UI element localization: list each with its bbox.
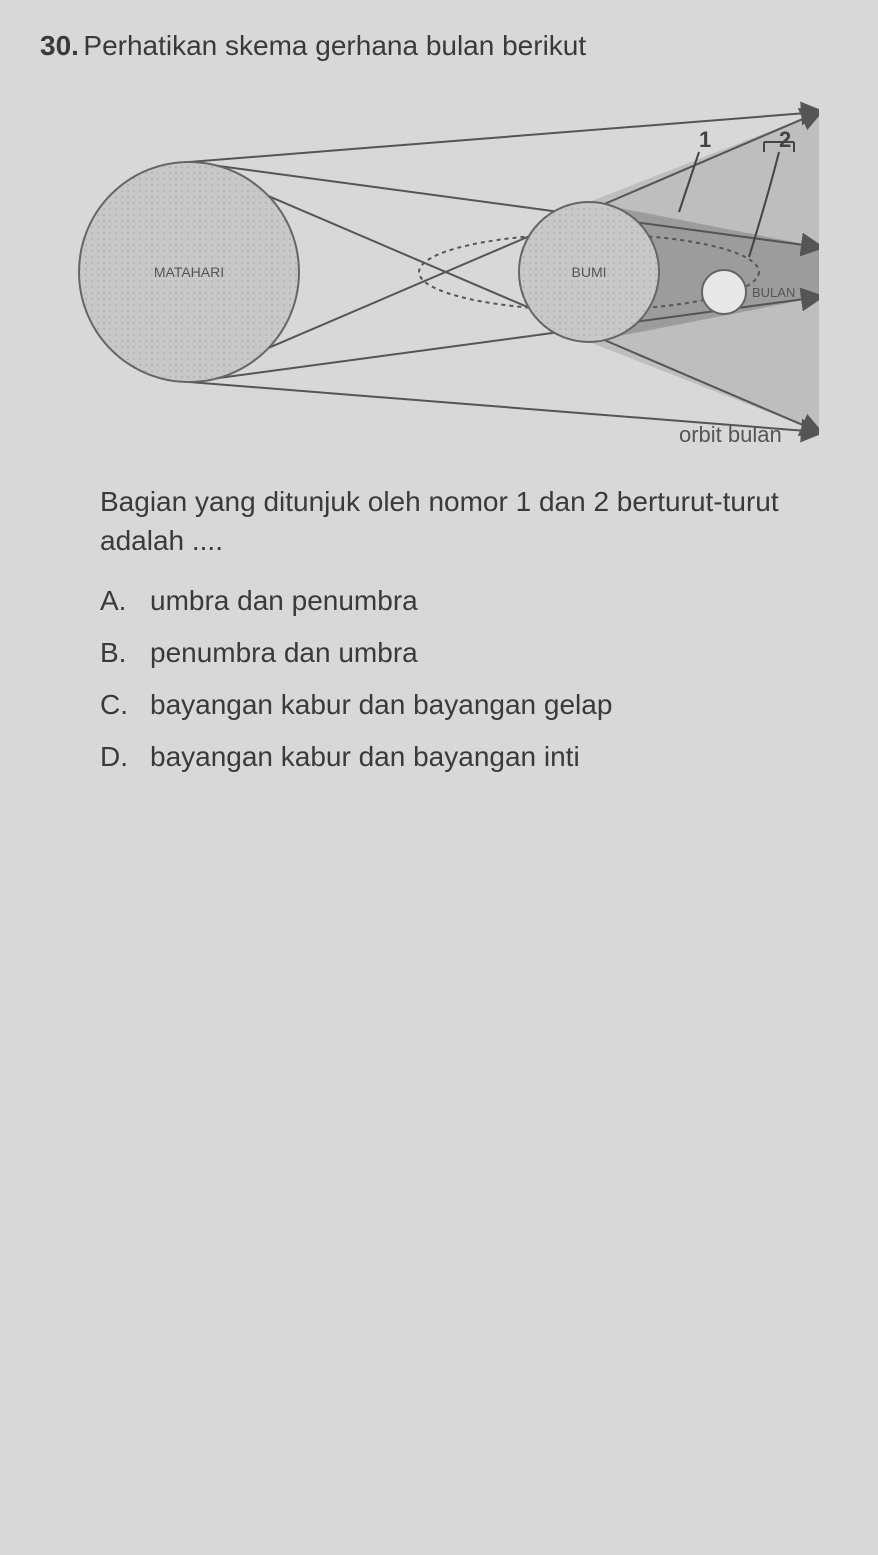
svg-text:BUMI: BUMI [572, 264, 607, 280]
question-text: Bagian yang ditunjuk oleh nomor 1 dan 2 … [100, 482, 838, 560]
option-letter: D. [100, 741, 150, 773]
svg-text:orbit bulan: orbit bulan [679, 422, 782, 447]
option-c: C. bayangan kabur dan bayangan gelap [100, 689, 838, 721]
option-b: B. penumbra dan umbra [100, 637, 838, 669]
option-text: bayangan kabur dan bayangan gelap [150, 689, 612, 721]
question-number: 30. [40, 30, 79, 61]
question-intro: Perhatikan skema gerhana bulan berikut [83, 30, 586, 61]
option-a: A. umbra dan penumbra [100, 585, 838, 617]
svg-text:MATAHARI: MATAHARI [154, 264, 224, 280]
svg-text:1: 1 [699, 127, 711, 152]
option-letter: C. [100, 689, 150, 721]
option-text: penumbra dan umbra [150, 637, 418, 669]
options-list: A. umbra dan penumbra B. penumbra dan um… [100, 585, 838, 773]
option-text: bayangan kabur dan bayangan inti [150, 741, 580, 773]
svg-text:BULAN: BULAN [752, 285, 795, 300]
svg-text:2: 2 [779, 127, 791, 152]
option-letter: B. [100, 637, 150, 669]
option-letter: A. [100, 585, 150, 617]
option-text: umbra dan penumbra [150, 585, 418, 617]
eclipse-diagram: MATAHARI BUMI BULAN 1 2 orbit bulan [40, 92, 838, 452]
option-d: D. bayangan kabur dan bayangan inti [100, 741, 838, 773]
diagram-svg: MATAHARI BUMI BULAN 1 2 orbit bulan [59, 92, 819, 452]
